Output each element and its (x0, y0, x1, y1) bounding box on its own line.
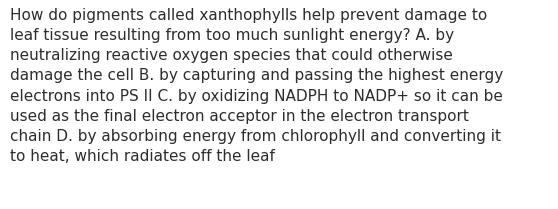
Text: How do pigments called xanthophylls help prevent damage to
leaf tissue resulting: How do pigments called xanthophylls help… (10, 8, 503, 164)
